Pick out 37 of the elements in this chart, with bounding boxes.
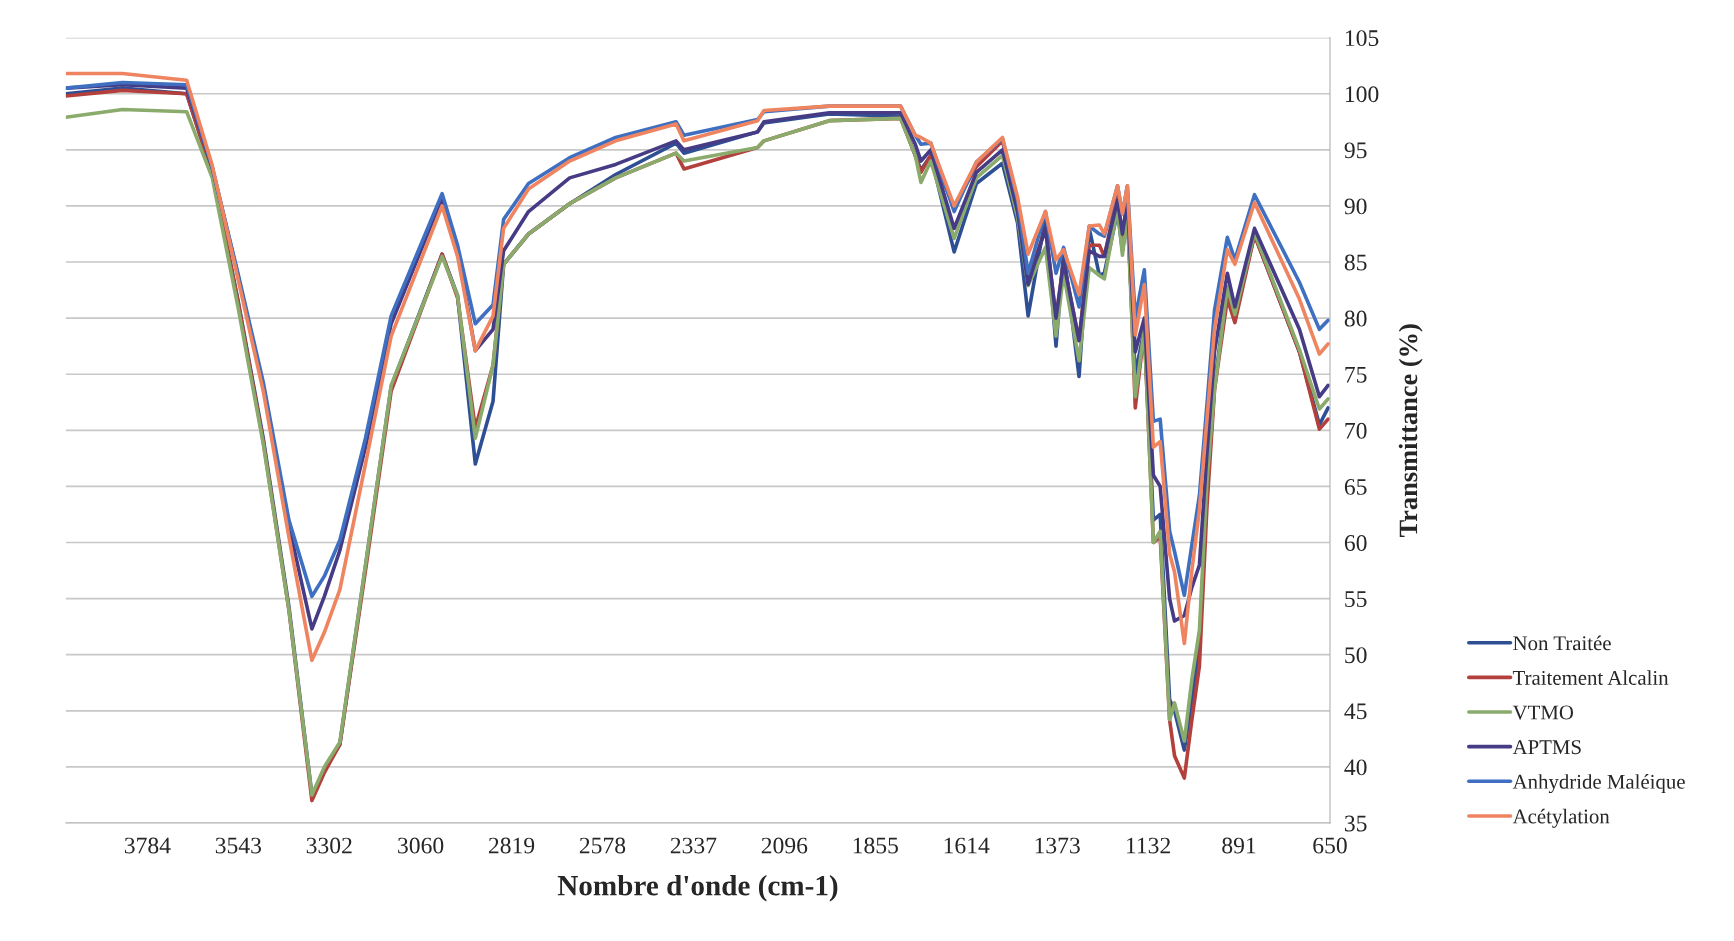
x-tick-label: 3060 — [398, 837, 444, 854]
y-tick-label: 85 — [1344, 254, 1367, 271]
y-tick-label: 70 — [1345, 422, 1367, 439]
y-tick-label: 105 — [1345, 30, 1379, 47]
x-tick-label: 1132 — [1127, 837, 1170, 854]
y-tick-label: 35 — [1345, 815, 1367, 832]
y-axis-title: Transmittance (%) — [1398, 324, 1423, 538]
x-tick-label: 1373 — [1035, 837, 1080, 854]
x-tick-label: 891 — [1222, 837, 1256, 854]
x-tick-label: 1855 — [853, 837, 898, 854]
y-tick-label: 100 — [1345, 86, 1379, 103]
x-axis-title: Nombre d'onde (cm-1) — [557, 874, 838, 902]
x-tick-label: 650 — [1313, 837, 1347, 854]
legend-label: Non Traitée — [1513, 635, 1611, 651]
y-tick-label: 55 — [1345, 591, 1367, 608]
y-tick-label: 75 — [1345, 366, 1367, 383]
x-tick-label: 3302 — [306, 837, 352, 854]
y-tick-label: 80 — [1344, 310, 1367, 327]
x-tick-label: 2819 — [488, 837, 535, 854]
y-tick-label: 60 — [1344, 535, 1367, 551]
legend-label: Traitement Alcalin — [1512, 670, 1669, 685]
y-tick-label: 50 — [1345, 647, 1367, 664]
legend-label: Anhydride Maléique — [1512, 774, 1685, 794]
x-tick-label: 2096 — [761, 837, 808, 854]
y-tick-label: 45 — [1344, 703, 1367, 720]
x-tick-label: 1614 — [944, 837, 990, 854]
x-tick-label: 3784 — [124, 837, 171, 854]
x-tick-label: 2578 — [579, 837, 626, 854]
legend-label: Acétylation — [1512, 808, 1610, 828]
x-tick-label: 3543 — [215, 837, 262, 854]
y-tick-label: 95 — [1344, 142, 1367, 159]
y-tick-label: 40 — [1344, 759, 1367, 776]
legend-label: VTMO — [1512, 705, 1574, 720]
y-tick-label: 90 — [1344, 198, 1367, 215]
x-tick-label: 2337 — [670, 837, 717, 854]
y-tick-label: 65 — [1344, 478, 1367, 495]
legend-label: APTMS — [1512, 740, 1581, 755]
